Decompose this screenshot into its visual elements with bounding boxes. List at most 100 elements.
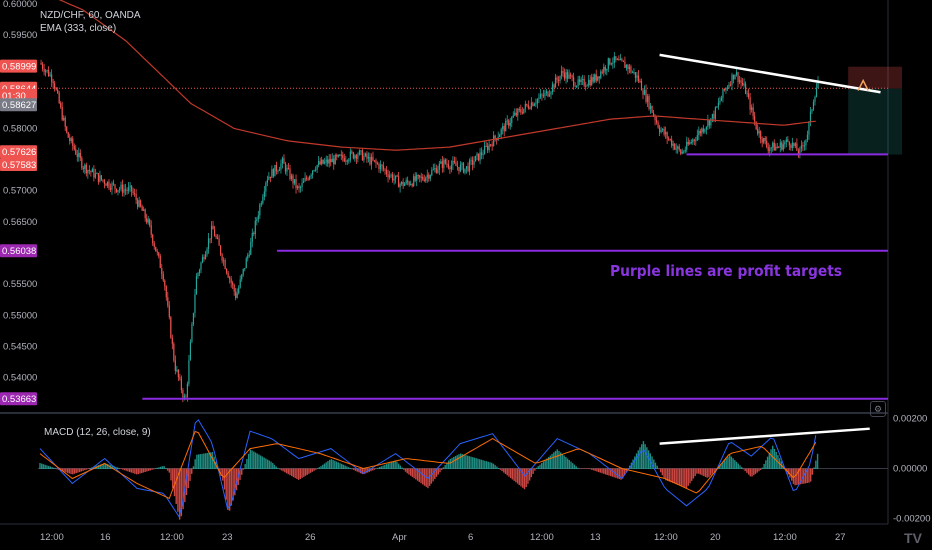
candle-body xyxy=(272,169,274,177)
macd-histogram-bar xyxy=(485,461,488,469)
candle-body xyxy=(417,175,419,177)
time-tick-label: 12:00 xyxy=(773,532,797,543)
candle-body xyxy=(250,242,252,255)
macd-histogram-bar xyxy=(546,458,548,469)
macd-histogram-bar xyxy=(742,468,745,470)
candle-body xyxy=(672,143,674,146)
candle-body xyxy=(447,164,449,168)
macd-histogram-bar xyxy=(535,467,538,469)
candle-body xyxy=(686,141,688,150)
candle-body xyxy=(251,233,253,243)
candle-body xyxy=(121,184,124,193)
candle-body xyxy=(361,150,364,161)
macd-histogram-bar xyxy=(201,453,203,469)
price-tag xyxy=(0,392,37,406)
candle-body xyxy=(382,166,385,170)
macd-histogram-bar xyxy=(256,453,258,469)
candle-body xyxy=(702,128,704,132)
candle-body xyxy=(785,139,787,143)
candle-body xyxy=(63,117,65,120)
macd-histogram-bar xyxy=(565,457,567,469)
macd-histogram-bar xyxy=(653,459,655,469)
macd-histogram-bar xyxy=(728,454,731,469)
candle-body xyxy=(153,243,155,247)
macd-histogram-bar xyxy=(678,468,681,486)
candle-body xyxy=(275,164,278,172)
macd-histogram-bar xyxy=(189,468,191,481)
gear-icon[interactable]: ⚙ xyxy=(870,401,886,417)
macd-histogram-bar xyxy=(403,468,405,470)
macd-histogram-bar xyxy=(418,468,421,482)
time-tick-label: 12:00 xyxy=(654,532,678,543)
macd-histogram-bar xyxy=(247,453,250,469)
candle-body xyxy=(293,179,296,184)
candle-body xyxy=(363,156,365,161)
candle-body xyxy=(574,85,576,87)
macd-histogram-bar xyxy=(532,468,534,474)
macd-histogram-bar xyxy=(659,468,662,473)
candle-body xyxy=(657,122,659,128)
time-tick-label: 12:00 xyxy=(40,532,64,543)
candle-body xyxy=(719,101,721,103)
candle-body xyxy=(213,229,216,237)
candle-body xyxy=(588,79,590,86)
candle-body xyxy=(407,180,409,183)
macd-histogram-bar xyxy=(280,468,283,471)
candle-body xyxy=(553,84,555,88)
candle-body xyxy=(201,257,204,263)
macd-histogram-bar xyxy=(494,465,496,469)
macd-histogram-bar xyxy=(456,455,458,469)
candle-body xyxy=(321,159,323,165)
candle-body xyxy=(420,176,422,178)
macd-histogram-bar xyxy=(463,454,465,469)
candle-body xyxy=(800,145,803,149)
macd-histogram-bar xyxy=(406,468,408,474)
macd-histogram-bar xyxy=(766,456,769,469)
macd-histogram-bar xyxy=(332,459,334,469)
macd-histogram-bar xyxy=(568,460,570,469)
entry-arrow-icon xyxy=(857,78,869,91)
candle-body xyxy=(328,159,330,164)
candle-body xyxy=(223,260,225,262)
macd-histogram-bar xyxy=(328,459,331,469)
macd-histogram-bar xyxy=(378,467,381,469)
candle-body xyxy=(221,254,223,261)
candle-body xyxy=(441,161,443,168)
candle-body xyxy=(803,145,806,147)
candle-body xyxy=(695,140,697,142)
candle-body xyxy=(118,189,121,191)
candle-body xyxy=(455,162,457,167)
macd-histogram-bar xyxy=(361,468,364,475)
candles-group xyxy=(40,52,819,403)
candle-body xyxy=(532,102,534,106)
candle-body xyxy=(204,254,207,260)
macd-histogram-bar xyxy=(85,468,88,470)
candle-body xyxy=(45,70,47,73)
macd-histogram-bar xyxy=(711,468,714,474)
candle-body xyxy=(78,152,80,157)
candle-body xyxy=(357,154,359,159)
candle-body xyxy=(117,190,119,192)
candle-body xyxy=(141,206,143,211)
macd-histogram-bar xyxy=(206,452,208,469)
candle-body xyxy=(330,159,332,163)
macd-histogram-bar xyxy=(363,468,365,475)
macd-histogram-bar xyxy=(49,466,52,469)
candle-body xyxy=(327,159,329,164)
candle-body xyxy=(586,85,588,87)
macd-histogram-bar xyxy=(708,468,710,478)
candle-body xyxy=(743,83,745,86)
price-tag xyxy=(0,145,37,159)
candle-body xyxy=(465,166,468,169)
macd-histogram-bar xyxy=(489,462,491,469)
candle-body xyxy=(533,104,535,106)
macd-histogram-bar xyxy=(232,468,234,501)
candle-body xyxy=(493,135,495,147)
candle-body xyxy=(69,137,71,141)
candle-body xyxy=(585,85,587,87)
macd-histogram-bar xyxy=(622,468,624,479)
macd-histogram-bar xyxy=(259,455,262,469)
macd-histogram-bar xyxy=(53,467,55,469)
candle-body xyxy=(173,343,175,361)
